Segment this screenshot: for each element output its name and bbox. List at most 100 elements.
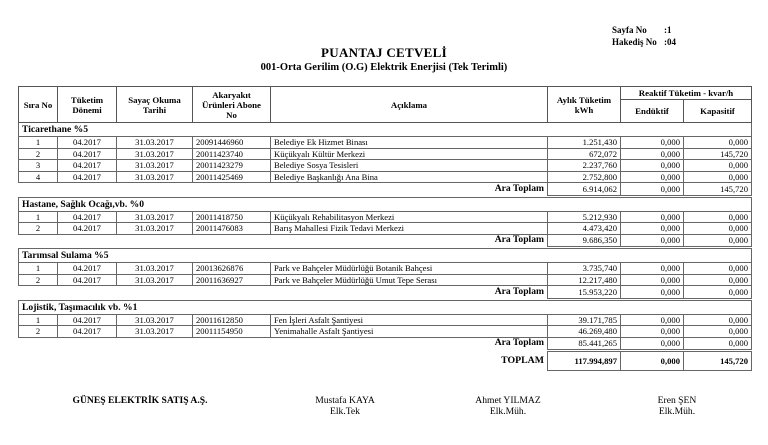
- subtotal-value: 15.953,220: [547, 285, 621, 299]
- row-enduktif: 0,000: [620, 325, 684, 338]
- subtotal-label: Ara Toplam: [18, 285, 548, 298]
- row-tuketim-donemi: 04.2017: [57, 313, 117, 326]
- group-header: Ticarethane %5: [18, 122, 752, 137]
- row-sira-no: 1: [18, 210, 58, 223]
- row-abone-no: 20011612850: [192, 313, 271, 326]
- header-sayac-okuma: Sayaç Okuma Tarihi: [116, 86, 193, 123]
- row-sira-no: 1: [18, 136, 58, 149]
- row-sayac-okuma: 31.03.2017: [116, 262, 193, 275]
- row-abone-no: 20011636927: [192, 273, 271, 286]
- signer-name: Mustafa KAYA: [315, 395, 375, 406]
- row-aciklama: Yenimahalle Asfalt Şantiyesi: [270, 325, 548, 338]
- group-header: Tarımsal Sulama %5: [18, 248, 752, 263]
- header-kapasitif: Kapasitif: [683, 99, 752, 123]
- subtotal-value: 0,000: [620, 233, 684, 247]
- subtotal-label: Ara Toplam: [18, 182, 548, 195]
- header-aciklama: Açıklama: [270, 86, 548, 123]
- row-aylik-tuketim: 2.752,800: [547, 170, 621, 183]
- row-tuketim-donemi: 04.2017: [57, 273, 117, 286]
- table-row: 1 04.2017 31.03.2017 20011418750 Küçükyalı R…: [18, 210, 752, 223]
- row-sayac-okuma: 31.03.2017: [116, 325, 193, 338]
- row-abone-no: 20011154950: [192, 325, 271, 338]
- row-sayac-okuma: 31.03.2017: [116, 222, 193, 235]
- header-enduktif: Endüktif: [620, 99, 684, 123]
- signature-2: Ahmet YILMAZ Elk.Müh.: [453, 395, 563, 417]
- row-tuketim-donemi: 04.2017: [57, 147, 117, 160]
- table-row: 4 04.2017 31.03.2017 20011425469 Belediye Ba…: [18, 170, 752, 183]
- row-kapasitif: 0,000: [683, 170, 752, 183]
- row-aylik-tuketim: 4.473,420: [547, 222, 621, 235]
- row-kapasitif: 0,000: [683, 210, 752, 223]
- row-aciklama: Belediye Başkanlığı Ana Bina: [270, 170, 548, 183]
- table-row: 2 04.2017 31.03.2017 20011423740 Küçükyalı K…: [18, 147, 752, 160]
- subtotal-row: Ara Toplam 9.686,350 0,000 0,000: [18, 233, 752, 247]
- row-tuketim-donemi: 04.2017: [57, 222, 117, 235]
- row-aciklama: Belediye Sosya Tesisleri: [270, 159, 548, 172]
- row-abone-no: 20011425469: [192, 170, 271, 183]
- row-sira-no: 3: [18, 159, 58, 172]
- subtotal-value: 0,000: [683, 233, 752, 247]
- document-subtitle: 001-Orta Gerilim (O.G) Elektrik Enerjisi…: [260, 62, 508, 73]
- row-aciklama: Park ve Bahçeler Müdürlüğü Umut Tepe Ser…: [270, 273, 548, 286]
- total-value: 117.994,897: [547, 351, 621, 371]
- row-enduktif: 0,000: [620, 273, 684, 286]
- row-tuketim-donemi: 04.2017: [57, 325, 117, 338]
- row-aylik-tuketim: 39.171,785: [547, 313, 621, 326]
- subtotal-value: 0,000: [620, 336, 684, 350]
- company-name: GÜNEŞ ELEKTRİK SATIŞ A.Ş.: [72, 395, 208, 406]
- row-aciklama: Fen İşleri Asfalt Şantiyesi: [270, 313, 548, 326]
- subtotal-label: Ara Toplam: [18, 337, 548, 350]
- row-enduktif: 0,000: [620, 159, 684, 172]
- header-aylik-tuketim: Aylık Tüketim kWh: [547, 86, 621, 123]
- row-abone-no: 20011476083: [192, 222, 271, 235]
- subtotal-value: 0,000: [683, 285, 752, 299]
- group-header: Hastane, Sağlık Ocağı,vb. %0: [18, 196, 752, 212]
- row-sayac-okuma: 31.03.2017: [116, 170, 193, 183]
- row-aylik-tuketim: 3.735,740: [547, 262, 621, 275]
- group-title: Ticarethane %5: [18, 122, 752, 137]
- header-reaktif: Reaktif Tüketim - kvar/h: [620, 86, 752, 100]
- header-abone-no: Akaryakıt Ürünleri Abone No: [192, 86, 271, 123]
- row-tuketim-donemi: 04.2017: [57, 262, 117, 275]
- subtotal-value: 145,720: [683, 182, 752, 196]
- row-tuketim-donemi: 04.2017: [57, 210, 117, 223]
- row-abone-no: 20013626876: [192, 262, 271, 275]
- row-sayac-okuma: 31.03.2017: [116, 136, 193, 149]
- subtotal-value: 0,000: [620, 182, 684, 196]
- row-enduktif: 0,000: [620, 313, 684, 326]
- row-sira-no: 2: [18, 325, 58, 338]
- total-label: TOPLAM: [18, 351, 548, 371]
- row-aciklama: Küçükyalı Kültür Merkezi: [270, 147, 548, 160]
- row-enduktif: 0,000: [620, 222, 684, 235]
- row-kapasitif: 0,000: [683, 273, 752, 286]
- subtotal-row: Ara Toplam 6.914,062 0,000 145,720: [18, 182, 752, 196]
- subtotal-value: 85.441,265: [547, 336, 621, 350]
- puantaj-table: Sıra No Tüketim Dönemi Sayaç Okuma Tarih…: [18, 86, 752, 371]
- subtotal-value: 0,000: [620, 285, 684, 299]
- subtotal-value: 0,000: [683, 336, 752, 350]
- group-title: Tarımsal Sulama %5: [18, 248, 752, 263]
- row-enduktif: 0,000: [620, 147, 684, 160]
- signer-title: Elk.Müh.: [489, 406, 527, 417]
- signer-name: Ahmet YILMAZ: [475, 395, 541, 406]
- row-enduktif: 0,000: [620, 262, 684, 275]
- row-aylik-tuketim: 5.212,930: [547, 210, 621, 223]
- row-tuketim-donemi: 04.2017: [57, 170, 117, 183]
- row-sira-no: 2: [18, 273, 58, 286]
- row-sira-no: 2: [18, 222, 58, 235]
- row-aciklama: Barış Mahallesi Fizik Tedavi Merkezi: [270, 222, 548, 235]
- row-sira-no: 1: [18, 262, 58, 275]
- group-header: Lojistik, Taşımacılık vb. %1: [18, 299, 752, 315]
- table-row: 1 04.2017 31.03.2017 20091446960 Belediye Ek…: [18, 136, 752, 149]
- row-kapasitif: 0,000: [683, 262, 752, 275]
- row-enduktif: 0,000: [620, 170, 684, 183]
- table-row: 3 04.2017 31.03.2017 20011423279 Belediye So…: [18, 159, 752, 172]
- row-sayac-okuma: 31.03.2017: [116, 210, 193, 223]
- row-kapasitif: 0,000: [683, 136, 752, 149]
- table-row: 1 04.2017 31.03.2017 20013626876 Park ve Bah…: [18, 262, 752, 275]
- row-sayac-okuma: 31.03.2017: [116, 147, 193, 160]
- subtotal-label: Ara Toplam: [18, 234, 548, 247]
- subtotal-row: Ara Toplam 85.441,265 0,000 0,000: [18, 336, 752, 350]
- row-aylik-tuketim: 46.269,480: [547, 325, 621, 338]
- subtotal-row: Ara Toplam 15.953,220 0,000 0,000: [18, 285, 752, 299]
